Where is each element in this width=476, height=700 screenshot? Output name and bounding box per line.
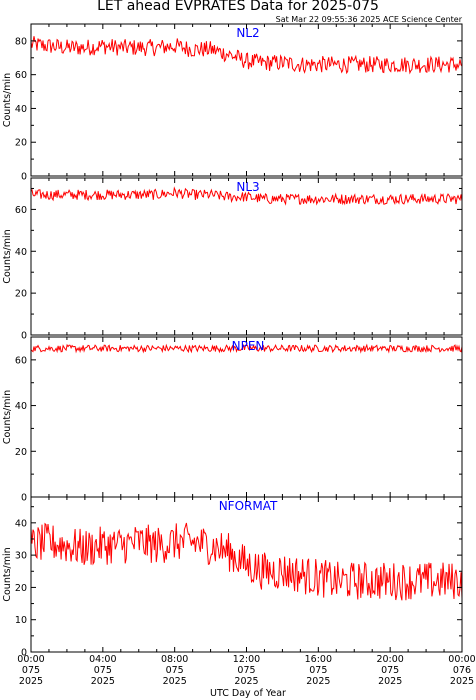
y-tick-label: 20 <box>15 583 27 594</box>
x-tick-label: 075 <box>94 665 112 676</box>
panel-nformat: NFORMAT 0 10 20 30 40 Counts/min <box>2 496 463 659</box>
x-tick-label: 2025 <box>234 676 258 687</box>
y-axis-label: Counts/min <box>2 229 13 283</box>
y-tick-label: 80 <box>15 36 27 47</box>
y-tick-label: 0 <box>21 172 27 183</box>
panels: NL2020406080Counts/minNL30204060Counts/m… <box>2 23 463 659</box>
y-axis-label: Counts/min <box>2 73 13 127</box>
x-tick-label: 2025 <box>450 676 474 687</box>
panel-label: NL2 <box>236 26 259 40</box>
series-line-nl2 <box>30 36 463 75</box>
series-line-nl3 <box>30 186 463 206</box>
y-tick-label: 60 <box>15 205 27 216</box>
x-tick-label: 16:00 <box>305 654 332 665</box>
panel-frame <box>30 496 463 653</box>
y-axis-label: Counts/min <box>2 547 13 601</box>
panel-label: NPEN <box>232 339 265 353</box>
x-tick-label: 2025 <box>163 676 187 687</box>
y-axis-label: Counts/min <box>2 390 13 444</box>
panel-label: NL3 <box>236 180 259 194</box>
y-tick-label: 20 <box>15 447 27 458</box>
y-tick-label: 40 <box>15 401 27 412</box>
y-tick-label: 40 <box>15 518 27 529</box>
y-tick-label: 20 <box>15 138 27 149</box>
x-tick-label: 08:00 <box>161 654 188 665</box>
x-tick-label: 075 <box>166 665 184 676</box>
x-tick-label: 00:00 <box>17 654 44 665</box>
panel-label: NFORMAT <box>219 499 278 513</box>
panel-nl2: NL2 0 20 40 60 80 Counts/min <box>2 23 463 183</box>
series-line-npen <box>30 343 463 354</box>
x-tick-label: 075 <box>309 665 327 676</box>
x-tick-label: 04:00 <box>89 654 116 665</box>
x-tick-label: 2025 <box>306 676 330 687</box>
y-tick-label: 0 <box>21 648 27 659</box>
x-tick-label: 2025 <box>19 676 43 687</box>
x-tick-label: 20:00 <box>376 654 403 665</box>
y-tick-label: 60 <box>15 355 27 366</box>
chart-title: LET ahead EVPRATES Data for 2025-075 <box>97 0 379 14</box>
x-axis-label: UTC Day of Year <box>210 688 286 699</box>
series-line-nformat <box>30 522 463 601</box>
x-tick-label: 075 <box>237 665 255 676</box>
x-tick-label: 075 <box>22 665 40 676</box>
y-tick-label: 0 <box>21 331 27 342</box>
x-tick-label: 2025 <box>378 676 402 687</box>
y-tick-label: 40 <box>15 104 27 115</box>
x-tick-label: 2025 <box>91 676 115 687</box>
y-tick-label: 20 <box>15 289 27 300</box>
timestamp: Sat Mar 22 09:55:36 2025 ACE Science Cen… <box>276 15 463 24</box>
panel-frame <box>30 23 463 177</box>
x-tick-label: 00:00 <box>448 654 475 665</box>
y-tick-label: 0 <box>21 493 27 504</box>
y-tick-label: 60 <box>15 70 27 81</box>
panel-nl3: NL3 0 20 40 60 Counts/min <box>2 177 463 342</box>
x-tick-label: 075 <box>381 665 399 676</box>
x-axis: 00:00075202504:00075202508:00075202512:0… <box>17 654 475 687</box>
panel-npen: NPEN 0 20 40 60 Counts/min <box>2 336 463 504</box>
x-tick-label: 076 <box>453 665 471 676</box>
y-tick-label: 10 <box>15 615 27 626</box>
y-tick-label: 30 <box>15 551 27 562</box>
x-tick-label: 12:00 <box>233 654 260 665</box>
y-tick-label: 40 <box>15 247 27 258</box>
panel-frame <box>30 336 463 498</box>
